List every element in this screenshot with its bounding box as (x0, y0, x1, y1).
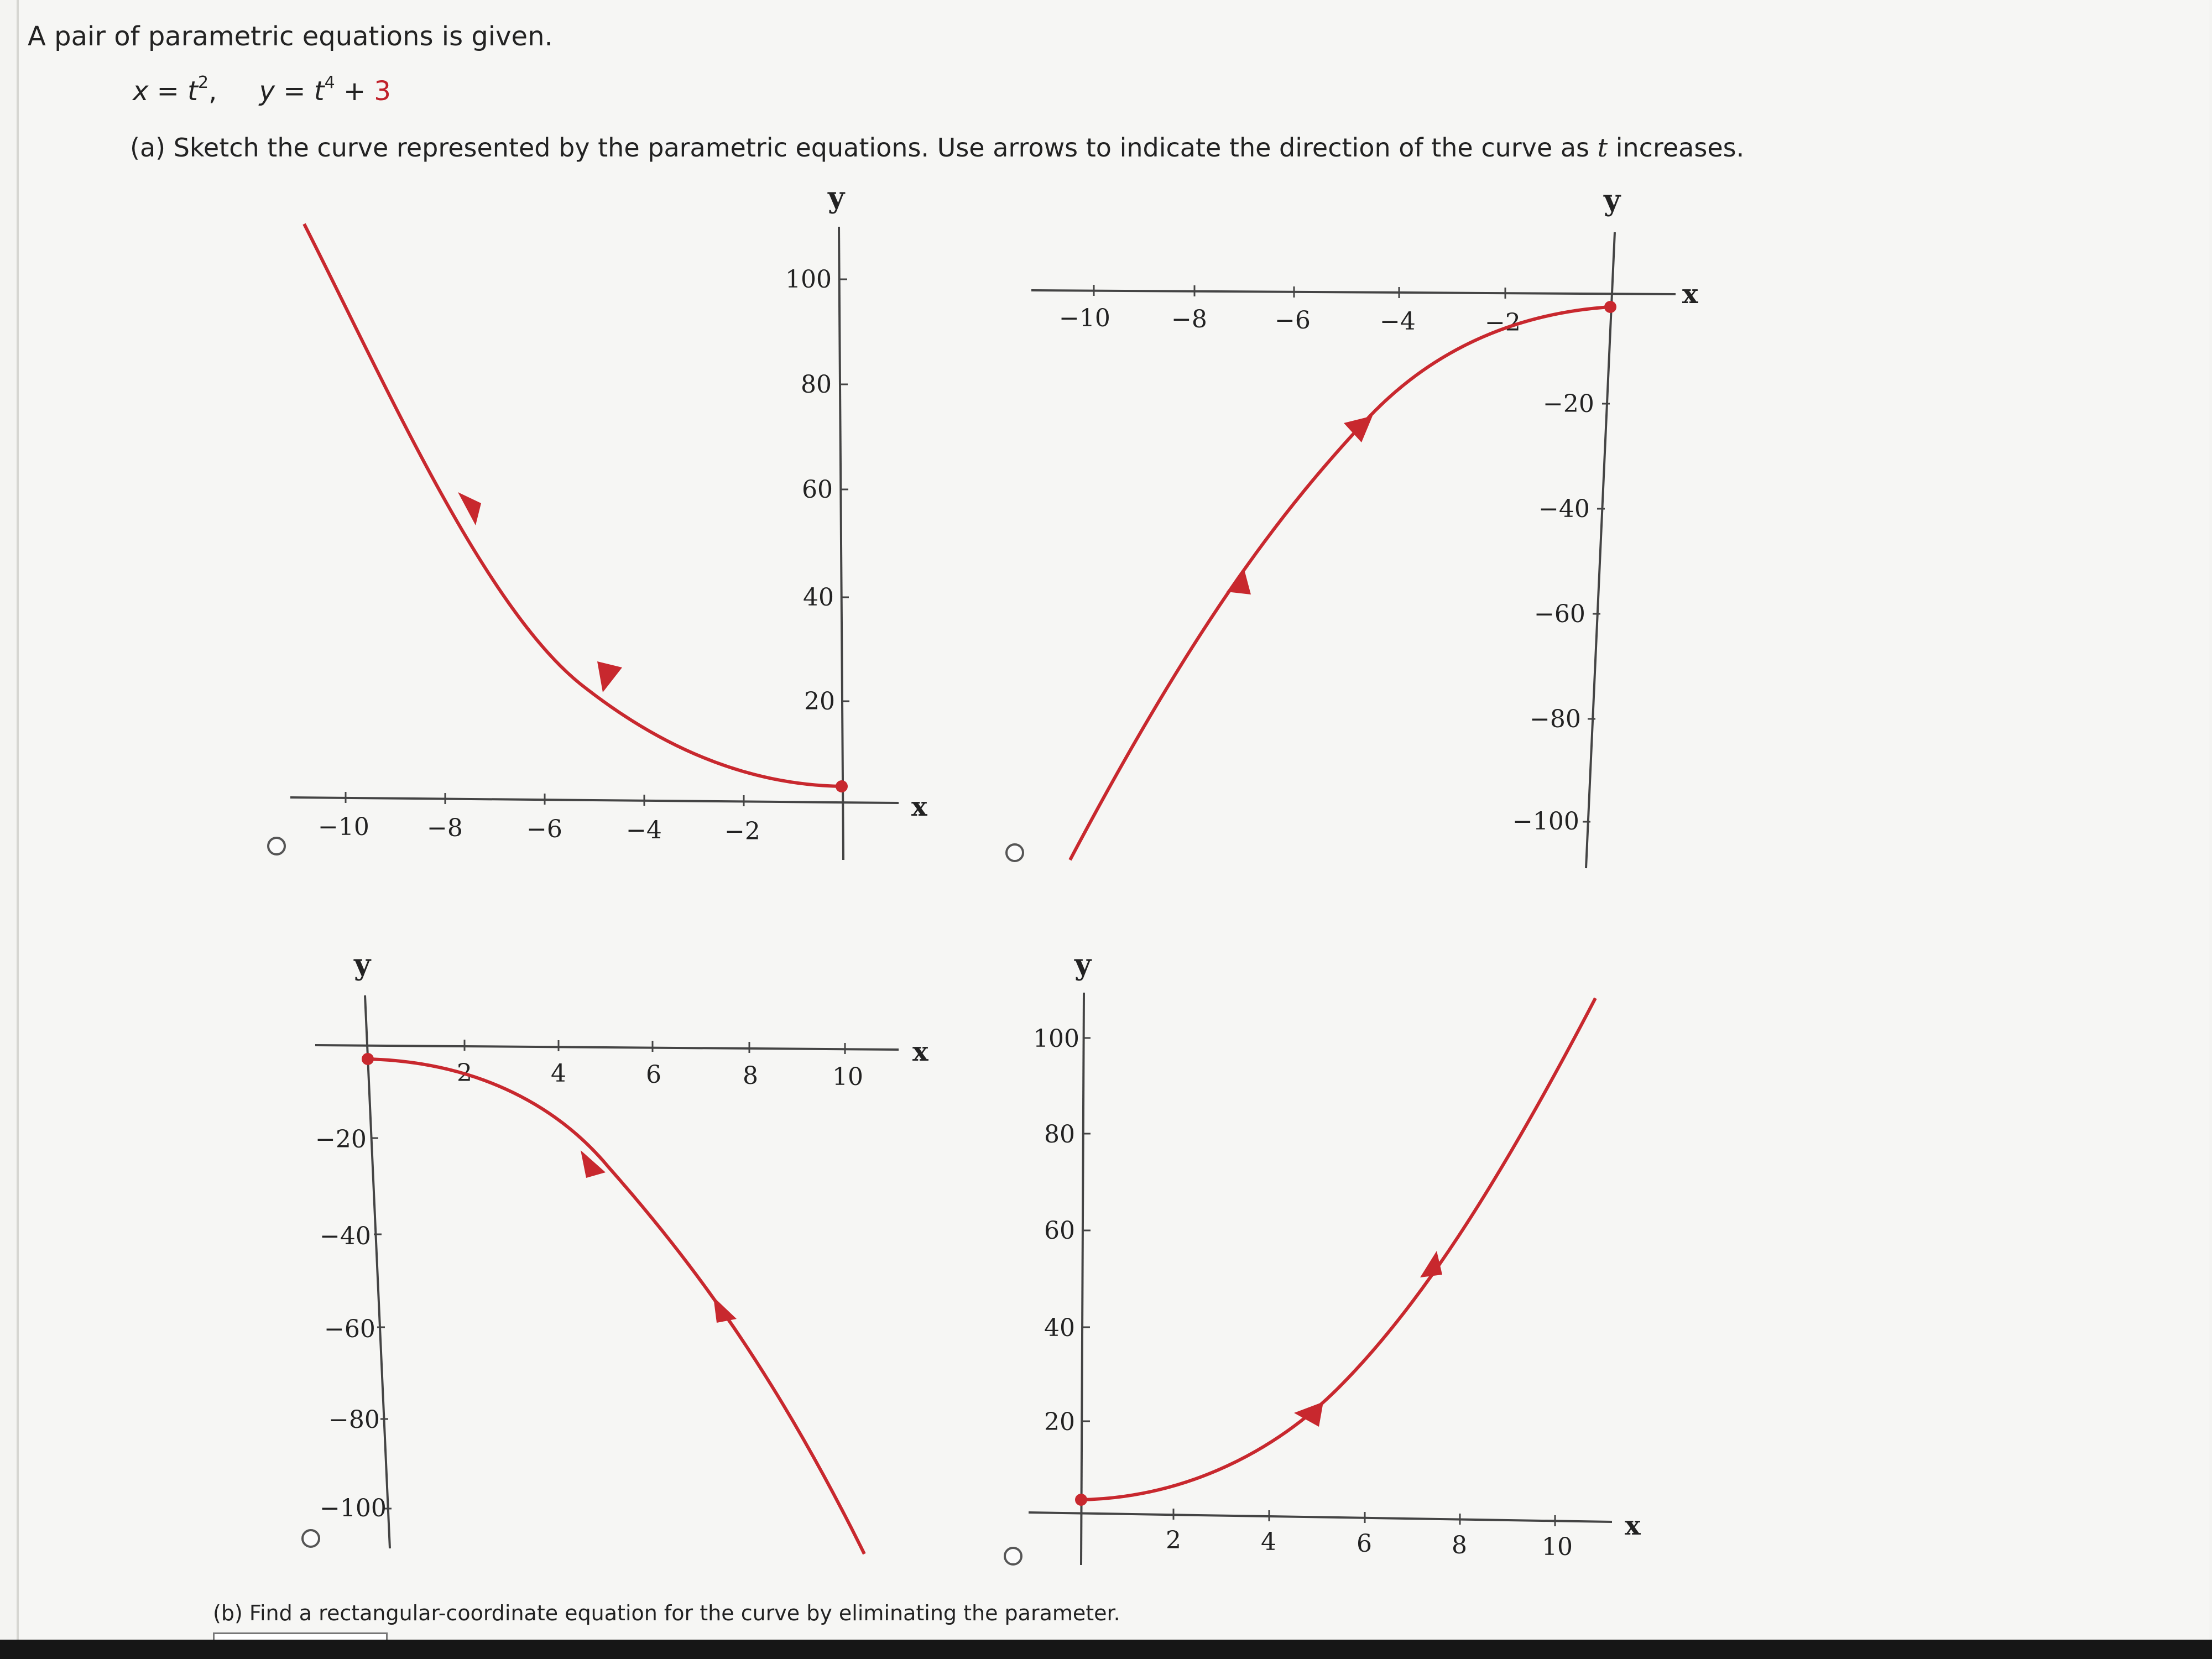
question-intro: A pair of parametric equations is given. (28, 21, 553, 52)
x-tick-label: −4 (626, 816, 662, 844)
direction-arrow (581, 1150, 606, 1178)
x-tick-label: 8 (1452, 1531, 1467, 1559)
y-axis (364, 995, 391, 1549)
x-tick-label: −6 (1275, 306, 1311, 335)
y-tick-label: −80 (328, 1406, 380, 1434)
y-tick-label: −60 (1534, 600, 1585, 628)
y-tick-label: 60 (1044, 1217, 1075, 1245)
y-tick-label: 40 (803, 583, 834, 612)
graph-option-d: 2 4 6 8 10 100 80 60 40 20 y x (1028, 948, 1641, 1566)
y-tick-label: 80 (1044, 1120, 1075, 1149)
x-tick-label: −10 (318, 813, 369, 841)
direction-arrow (713, 1297, 737, 1323)
curve (302, 223, 842, 788)
y-tick-label: −20 (1543, 390, 1594, 418)
direction-arrow (458, 492, 481, 525)
y-tick-label: −100 (1512, 807, 1579, 836)
x-tick-label: 4 (1261, 1528, 1276, 1556)
x-axis-label: x (1682, 279, 1698, 310)
y-tick-marks (839, 278, 849, 702)
y-tick-label: 20 (804, 687, 835, 716)
y-axis-label: y (827, 181, 846, 215)
parametric-equations: x = t2, y = t4 + 3 (133, 73, 391, 107)
y-tick-marks (1583, 403, 1610, 823)
y-tick-label: 40 (1044, 1314, 1075, 1342)
y-tick-label: −20 (315, 1125, 367, 1154)
graph-option-b: −10 −8 −6 −4 −2 −20 −40 −60 −80 −100 y x (1031, 184, 1698, 869)
graph-option-c: 2 4 6 8 10 −20 −40 −60 −80 −100 y x (315, 948, 928, 1555)
y-axis (1585, 232, 1616, 869)
x-tick-label: 6 (646, 1061, 661, 1089)
curve (1081, 997, 1597, 1501)
screen-bottom-edge (0, 1640, 2212, 1659)
equation-y: y = t4 + 3 (259, 73, 391, 107)
x-tick-label: −8 (427, 814, 463, 842)
direction-arrow (597, 661, 622, 692)
y-axis (1080, 992, 1085, 1566)
x-tick-label: 8 (743, 1062, 758, 1090)
option-a-radio[interactable] (267, 837, 286, 855)
y-axis-label: y (1074, 948, 1092, 982)
direction-arrow (1294, 1402, 1323, 1427)
option-c-radio[interactable] (301, 1529, 320, 1548)
y-tick-label: −100 (320, 1494, 387, 1522)
curve (367, 1057, 866, 1555)
direction-arrow (1344, 416, 1373, 442)
part-b-prompt: (b) Find a rectangular-coordinate equati… (213, 1601, 1120, 1625)
y-tick-label: −40 (320, 1222, 371, 1250)
x-tick-label: −8 (1171, 305, 1207, 333)
y-axis (838, 226, 844, 860)
x-axis (1031, 289, 1676, 295)
x-tick-label: 10 (1542, 1533, 1573, 1561)
start-point (362, 1053, 374, 1065)
option-b-radio[interactable] (1005, 843, 1024, 862)
x-axis (1028, 1511, 1613, 1523)
x-tick-label: 10 (832, 1063, 863, 1091)
x-tick-marks (345, 792, 745, 806)
y-tick-label: 100 (1033, 1025, 1079, 1053)
y-tick-marks (1082, 1037, 1091, 1422)
y-tick-label: −40 (1538, 495, 1590, 523)
x-axis-label: x (912, 1036, 928, 1067)
x-tick-label: −6 (526, 815, 562, 843)
y-tick-label: 80 (801, 371, 832, 399)
x-axis (315, 1044, 899, 1051)
x-axis (290, 796, 899, 804)
y-tick-label: 100 (785, 265, 832, 294)
y-tick-label: 60 (802, 476, 833, 504)
start-point (1604, 301, 1616, 313)
option-d-radio[interactable] (1004, 1547, 1022, 1566)
part-a-prompt: (a) Sketch the curve represented by the … (130, 133, 1745, 163)
graph-option-a: −10 −8 −6 −4 −2 100 80 60 40 20 y x (290, 181, 927, 860)
y-axis-label: y (1603, 184, 1621, 217)
y-tick-label: −80 (1530, 705, 1581, 733)
start-point (1075, 1494, 1087, 1506)
x-tick-marks (1172, 1509, 1556, 1526)
curve (1068, 305, 1611, 861)
y-axis-label: y (353, 948, 372, 982)
x-axis-label: x (1625, 1510, 1641, 1541)
y-tick-label: −60 (324, 1315, 375, 1343)
x-tick-marks (1093, 285, 1506, 299)
y-tick-marks (371, 1137, 392, 1510)
x-tick-label: 4 (551, 1060, 566, 1088)
x-axis-label: x (911, 791, 927, 822)
x-tick-label: 6 (1357, 1530, 1372, 1558)
y-tick-label: 20 (1044, 1408, 1075, 1436)
start-point (836, 780, 848, 792)
equation-x: x = t2, (133, 73, 217, 107)
x-tick-label: −2 (724, 817, 760, 846)
direction-arrow (1420, 1251, 1442, 1277)
x-tick-label: −10 (1059, 304, 1110, 332)
direction-arrow (1227, 570, 1251, 594)
x-tick-marks (463, 1040, 846, 1054)
x-tick-label: −4 (1380, 307, 1416, 336)
x-tick-label: 2 (1166, 1526, 1181, 1554)
